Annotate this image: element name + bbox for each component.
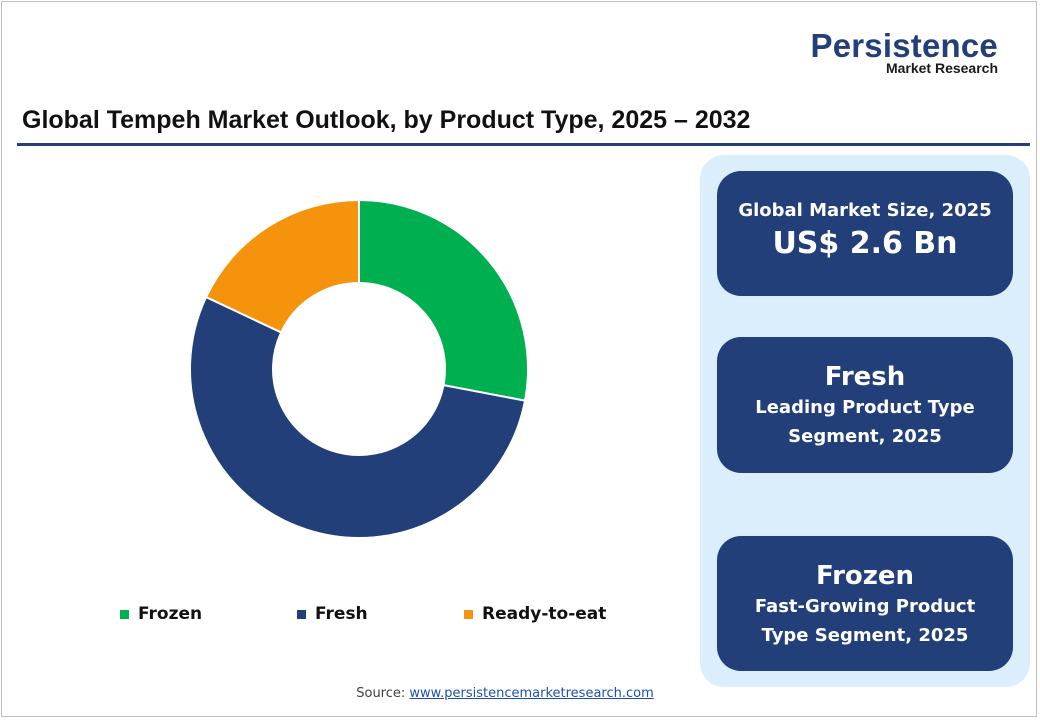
legend-item-fresh: Fresh — [297, 604, 368, 624]
legend-swatch-ready-to-eat — [464, 609, 473, 619]
market-size-value: US$ 2.6 Bn — [772, 226, 958, 261]
chart-title: Global Tempeh Market Outlook, by Product… — [22, 106, 751, 134]
legend-label-fresh: Fresh — [315, 604, 368, 624]
donut-slice-frozen — [358, 198, 529, 402]
fast-growing-segment-card: Frozen Fast-Growing Product Type Segment… — [717, 536, 1013, 671]
leading-segment-card: Fresh Leading Product Type Segment, 2025 — [717, 337, 1013, 473]
brand-name: Persistence — [810, 27, 998, 64]
source-label: Source: — [356, 686, 406, 701]
legend-label-ready-to-eat: Ready-to-eat — [482, 604, 607, 624]
donut-slice-fresh — [189, 295, 527, 539]
leading-segment-line2: Segment, 2025 — [788, 426, 942, 447]
legend-item-frozen: Frozen — [120, 604, 202, 624]
source-link[interactable]: www.persistencemarketresearch.com — [409, 686, 654, 701]
fast-growing-segment-line1: Fast-Growing Product — [754, 596, 976, 617]
title-divider — [17, 143, 1030, 146]
legend-swatch-fresh — [297, 609, 306, 619]
legend-label-frozen: Frozen — [138, 604, 203, 624]
fast-growing-segment-name: Frozen — [815, 561, 915, 591]
donut-slice-ready-to-eat — [204, 198, 360, 334]
brand-tagline: Market Research — [885, 60, 998, 76]
leading-segment-name: Fresh — [824, 362, 906, 392]
brand-logo: Persistence Market Research — [810, 27, 999, 76]
legend-swatch-frozen — [120, 609, 129, 619]
legend-item-ready-to-eat: Ready-to-eat — [464, 604, 606, 624]
market-size-label: Global Market Size, 2025 — [738, 200, 992, 221]
leading-segment-line1: Leading Product Type — [755, 397, 975, 418]
source-note: Source: www.persistencemarketresearch.co… — [0, 686, 1010, 701]
donut-chart — [189, 198, 529, 539]
fast-growing-segment-line2: Type Segment, 2025 — [761, 625, 969, 646]
market-size-card: Global Market Size, 2025 US$ 2.6 Bn — [717, 171, 1013, 296]
